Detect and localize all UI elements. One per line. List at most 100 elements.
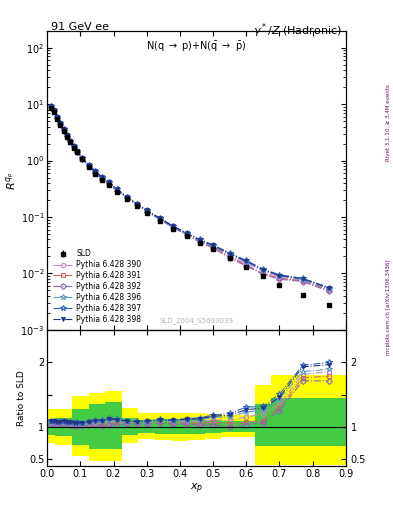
Pythia 6.428 396 (158, 216, 162, 222)
Pythia 6.428 396 (72, 143, 76, 150)
Pythia 6.428 396 (184, 230, 189, 237)
Pythia 6.428 390 (144, 208, 149, 214)
Pythia 6.428 392 (99, 176, 104, 182)
Pythia 6.428 392 (49, 104, 53, 110)
Pythia 6.428 390 (114, 187, 119, 193)
Pythia 6.428 392 (277, 276, 282, 282)
Pythia 6.428 396 (65, 132, 70, 138)
Pythia 6.428 397 (58, 120, 63, 126)
Pythia 6.428 397 (51, 107, 56, 113)
Pythia 6.428 397 (211, 242, 215, 248)
Pythia 6.428 391 (75, 148, 79, 155)
Pythia 6.428 390 (68, 138, 73, 144)
Pythia 6.428 396 (211, 243, 215, 249)
Pythia 6.428 390 (72, 143, 76, 150)
Pythia 6.428 390 (61, 126, 66, 133)
Line: Pythia 6.428 390: Pythia 6.428 390 (49, 104, 331, 292)
Text: Rivet 3.1.10, ≥ 3.4M events: Rivet 3.1.10, ≥ 3.4M events (386, 84, 391, 161)
Pythia 6.428 397 (72, 143, 76, 149)
Pythia 6.428 391 (49, 103, 53, 110)
Pythia 6.428 390 (80, 155, 84, 161)
Pythia 6.428 396 (197, 237, 202, 243)
Pythia 6.428 398 (80, 155, 84, 161)
Pythia 6.428 391 (144, 208, 149, 214)
Pythia 6.428 391 (327, 287, 332, 293)
Pythia 6.428 391 (134, 201, 139, 207)
Pythia 6.428 397 (61, 126, 66, 132)
Pythia 6.428 392 (171, 225, 176, 231)
Pythia 6.428 390 (244, 261, 249, 267)
Pythia 6.428 396 (244, 259, 249, 265)
Pythia 6.428 391 (72, 144, 76, 150)
Text: 91 GeV ee: 91 GeV ee (51, 22, 109, 32)
Pythia 6.428 390 (93, 169, 97, 175)
Pythia 6.428 397 (65, 132, 70, 138)
Pythia 6.428 390 (184, 231, 189, 237)
Pythia 6.428 396 (144, 207, 149, 214)
Pythia 6.428 390 (327, 286, 332, 292)
Pythia 6.428 397 (300, 275, 305, 282)
Pythia 6.428 397 (227, 250, 232, 256)
Pythia 6.428 398 (86, 162, 91, 168)
Pythia 6.428 398 (106, 179, 111, 185)
Pythia 6.428 392 (72, 144, 76, 150)
Pythia 6.428 398 (197, 237, 202, 243)
Line: Pythia 6.428 392: Pythia 6.428 392 (49, 105, 331, 293)
Pythia 6.428 397 (49, 103, 53, 109)
Pythia 6.428 391 (227, 253, 232, 260)
Pythia 6.428 392 (80, 156, 84, 162)
Pythia 6.428 390 (277, 274, 282, 281)
Pythia 6.428 397 (197, 237, 202, 243)
Pythia 6.428 392 (65, 133, 70, 139)
X-axis label: $x_p$: $x_p$ (190, 481, 203, 496)
Pythia 6.428 397 (68, 138, 73, 144)
Pythia 6.428 392 (55, 115, 59, 121)
Pythia 6.428 396 (61, 126, 66, 133)
Pythia 6.428 397 (106, 179, 111, 185)
Pythia 6.428 392 (93, 169, 97, 176)
Pythia 6.428 398 (114, 186, 119, 192)
Pythia 6.428 390 (227, 252, 232, 259)
Pythia 6.428 391 (158, 216, 162, 222)
Pythia 6.428 398 (227, 250, 232, 257)
Pythia 6.428 397 (125, 194, 129, 200)
Pythia 6.428 396 (106, 179, 111, 185)
Pythia 6.428 398 (211, 242, 215, 248)
Pythia 6.428 398 (49, 103, 53, 109)
Pythia 6.428 392 (58, 121, 63, 127)
Pythia 6.428 397 (80, 155, 84, 161)
Pythia 6.428 398 (72, 143, 76, 149)
Pythia 6.428 398 (61, 126, 66, 132)
Pythia 6.428 392 (134, 202, 139, 208)
Pythia 6.428 398 (93, 168, 97, 175)
Line: Pythia 6.428 398: Pythia 6.428 398 (49, 104, 331, 290)
Pythia 6.428 390 (300, 277, 305, 283)
Pythia 6.428 397 (261, 266, 265, 272)
Pythia 6.428 396 (261, 267, 265, 273)
Pythia 6.428 392 (86, 163, 91, 169)
Pythia 6.428 390 (211, 244, 215, 250)
Pythia 6.428 396 (86, 162, 91, 168)
Pythia 6.428 396 (49, 103, 53, 109)
Pythia 6.428 398 (55, 114, 59, 120)
Pythia 6.428 391 (211, 244, 215, 250)
Pythia 6.428 396 (99, 175, 104, 181)
Pythia 6.428 396 (51, 107, 56, 113)
Pythia 6.428 392 (327, 288, 332, 294)
Pythia 6.428 392 (211, 245, 215, 251)
Pythia 6.428 390 (75, 148, 79, 154)
Pythia 6.428 390 (55, 114, 59, 120)
Pythia 6.428 396 (171, 223, 176, 229)
Pythia 6.428 392 (184, 232, 189, 238)
Pythia 6.428 398 (184, 230, 189, 237)
Pythia 6.428 392 (68, 138, 73, 144)
Pythia 6.428 391 (55, 115, 59, 121)
Pythia 6.428 390 (51, 108, 56, 114)
Pythia 6.428 391 (197, 238, 202, 244)
Pythia 6.428 397 (184, 230, 189, 236)
Pythia 6.428 398 (277, 272, 282, 279)
Pythia 6.428 392 (125, 195, 129, 201)
Pythia 6.428 396 (125, 194, 129, 200)
Pythia 6.428 396 (55, 114, 59, 120)
Pythia 6.428 396 (134, 201, 139, 207)
